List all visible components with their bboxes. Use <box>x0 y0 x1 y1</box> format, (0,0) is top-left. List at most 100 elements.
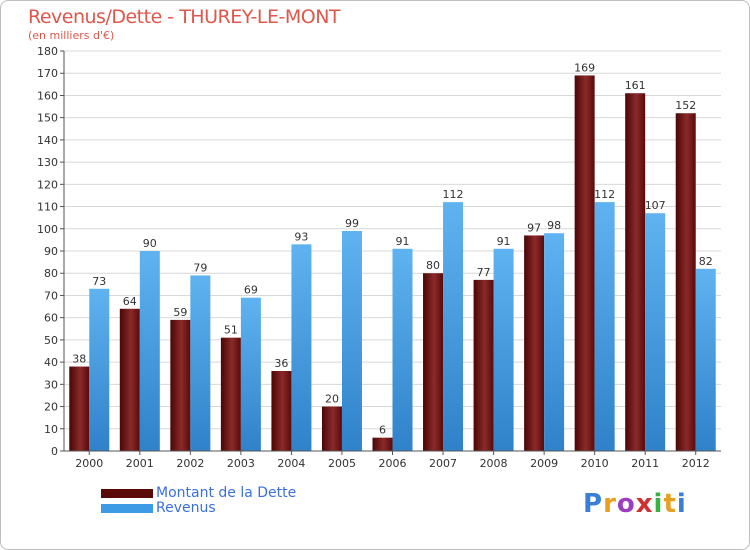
logo-letter: r <box>603 489 617 519</box>
y-tick-label: 10 <box>44 423 58 436</box>
bar-debt <box>574 75 595 451</box>
data-label-debt: 152 <box>675 99 696 112</box>
x-tick-label: 2000 <box>75 457 103 470</box>
data-label-debt: 77 <box>477 266 491 279</box>
x-tick-label: 2003 <box>227 457 255 470</box>
data-label-debt: 20 <box>325 393 339 406</box>
logo-letter: t <box>663 489 677 519</box>
bar-debt <box>119 308 140 451</box>
y-tick-label: 30 <box>44 378 58 391</box>
bar-debt <box>69 366 90 451</box>
legend-label-debt: Montant de la Dette <box>156 485 297 501</box>
logo-letter: i <box>653 489 664 519</box>
x-tick-label: 2005 <box>328 457 356 470</box>
y-tick-label: 80 <box>44 267 58 280</box>
bar-revenue <box>139 251 160 451</box>
data-label-revenue: 69 <box>244 284 258 297</box>
bar-debt <box>524 235 545 451</box>
x-tick-label: 2008 <box>480 457 508 470</box>
bar-revenue <box>594 202 615 451</box>
logo-letter: o <box>616 489 636 519</box>
bar-debt <box>423 273 444 451</box>
bar-debt <box>625 93 646 451</box>
x-tick-label: 2010 <box>581 457 609 470</box>
y-tick-label: 130 <box>37 156 58 169</box>
bar-revenue <box>89 288 110 451</box>
bar-debt <box>271 371 292 451</box>
data-label-revenue: 79 <box>193 261 207 274</box>
chart-title: Revenus/Dette - THUREY-LE-MONT <box>28 6 341 28</box>
y-tick-label: 40 <box>44 356 58 369</box>
data-label-debt: 161 <box>625 79 646 92</box>
bar-revenue <box>645 213 666 451</box>
x-tick-label: 2011 <box>631 457 659 470</box>
bar-revenue <box>695 268 716 451</box>
data-label-revenue: 99 <box>345 217 359 230</box>
x-tick-label: 2002 <box>176 457 204 470</box>
data-label-debt: 6 <box>379 424 386 437</box>
y-tick-label: 160 <box>37 89 58 102</box>
data-label-debt: 38 <box>72 353 86 366</box>
legend-swatch-revenue <box>101 504 153 513</box>
data-label-revenue: 112 <box>443 188 464 201</box>
y-tick-label: 170 <box>37 67 58 80</box>
data-label-revenue: 91 <box>497 235 511 248</box>
y-tick-label: 0 <box>51 445 58 458</box>
bar-revenue <box>190 275 211 451</box>
bar-debt <box>675 113 696 451</box>
y-tick-label: 90 <box>44 245 58 258</box>
data-label-revenue: 82 <box>699 255 713 268</box>
logo-letter: P <box>583 489 604 519</box>
data-label-debt: 51 <box>224 324 238 337</box>
x-tick-label: 2006 <box>379 457 407 470</box>
y-tick-label: 20 <box>44 401 58 414</box>
logo-letter: x <box>635 489 654 519</box>
bar-debt <box>220 337 241 451</box>
x-tick-label: 2001 <box>126 457 154 470</box>
y-tick-label: 70 <box>44 289 58 302</box>
data-label-revenue: 73 <box>92 275 106 288</box>
logo-letter: i <box>676 489 687 519</box>
data-label-revenue: 90 <box>143 237 157 250</box>
data-label-debt: 59 <box>173 306 187 319</box>
bar-debt <box>170 319 191 451</box>
proxiti-logo: Proxiti <box>583 489 687 519</box>
legend-swatch-debt <box>101 489 153 498</box>
bar-revenue <box>443 202 464 451</box>
data-label-revenue: 98 <box>547 219 561 232</box>
bars <box>69 75 716 451</box>
x-tick-label: 2004 <box>277 457 305 470</box>
y-tick-label: 50 <box>44 334 58 347</box>
data-label-revenue: 107 <box>645 199 666 212</box>
bar-revenue <box>291 244 312 451</box>
bar-debt <box>473 279 494 451</box>
data-label-debt: 80 <box>426 259 440 272</box>
x-tick-label: 2009 <box>530 457 558 470</box>
data-label-debt: 97 <box>527 221 541 234</box>
y-tick-label: 140 <box>37 134 58 147</box>
data-label-debt: 64 <box>123 295 137 308</box>
bar-revenue <box>341 231 362 451</box>
y-tick-label: 180 <box>37 45 58 58</box>
x-tick-label: 2012 <box>682 457 710 470</box>
y-tick-label: 120 <box>37 178 58 191</box>
data-label-revenue: 91 <box>396 235 410 248</box>
bar-debt <box>372 437 393 451</box>
data-labels: 38 73 64 90 59 79 51 69 36 93 20 99 6 91 80 112 77 91 97 98… <box>72 61 712 436</box>
data-label-revenue: 112 <box>594 188 615 201</box>
legend-label-revenue: Revenus <box>156 500 216 516</box>
data-label-debt: 36 <box>274 357 288 370</box>
y-tick-label: 60 <box>44 312 58 325</box>
y-tick-label: 100 <box>37 223 58 236</box>
data-label-revenue: 93 <box>294 230 308 243</box>
chart-subtitle: (en milliers d'€) <box>28 29 115 42</box>
bar-revenue <box>544 233 565 451</box>
y-tick-label: 110 <box>37 201 58 214</box>
data-label-debt: 169 <box>574 61 595 74</box>
x-tick-label: 2007 <box>429 457 457 470</box>
bar-revenue <box>392 248 413 451</box>
bar-debt <box>321 406 342 451</box>
y-tick-label: 150 <box>37 112 58 125</box>
